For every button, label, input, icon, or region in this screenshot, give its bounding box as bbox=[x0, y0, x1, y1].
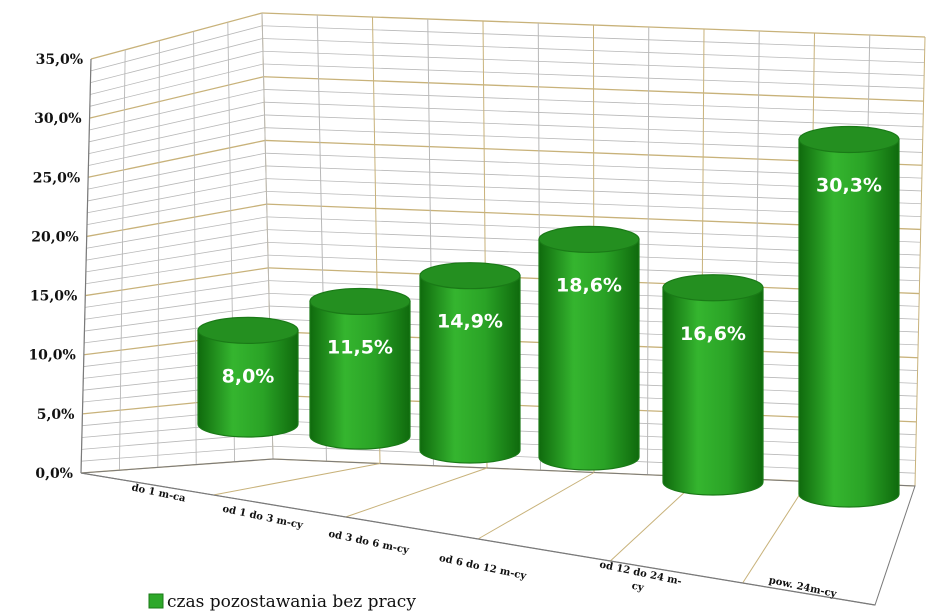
floor-gridline bbox=[477, 472, 595, 540]
side-wall-gridline bbox=[87, 152, 266, 190]
side-wall-gridline bbox=[88, 114, 265, 155]
side-wall-gridline bbox=[88, 127, 265, 166]
legend: czas pozostawania bez pracy bbox=[148, 592, 416, 612]
side-wall-gridline bbox=[89, 89, 264, 131]
bar-value-label: 18,6% bbox=[556, 274, 622, 296]
side-wall-vertical-gridline bbox=[118, 49, 126, 471]
side-wall-gridline bbox=[87, 178, 267, 214]
bar-value-label: 8,0% bbox=[222, 365, 275, 387]
bars: 8,0% 11,5% 14,9% 18,6% 16,6% 30,3% bbox=[197, 125, 900, 508]
side-wall-gridline bbox=[90, 12, 263, 60]
bar: 16,6% bbox=[662, 274, 764, 496]
floor-gridline bbox=[742, 481, 809, 584]
back-wall-vertical-gridline bbox=[914, 36, 926, 487]
side-wall-gridline bbox=[81, 445, 273, 462]
bar: 11,5% bbox=[309, 287, 411, 450]
bar-value-label: 14,9% bbox=[437, 311, 503, 333]
bar-value-label: 16,6% bbox=[680, 323, 746, 345]
bar: 30,3% bbox=[798, 125, 900, 508]
y-tick-label: 5,0% bbox=[37, 407, 75, 423]
side-wall-gridline bbox=[90, 38, 263, 84]
y-tick-label: 0,0% bbox=[35, 466, 73, 482]
y-tick-label: 35,0% bbox=[36, 52, 83, 68]
bar-top bbox=[798, 125, 900, 154]
bar-top bbox=[197, 316, 299, 344]
bar-value-label: 30,3% bbox=[816, 174, 882, 196]
floor-gridline bbox=[213, 463, 381, 496]
side-wall-gridline bbox=[89, 63, 264, 107]
side-wall-gridline bbox=[88, 139, 266, 178]
bar-top bbox=[538, 225, 640, 253]
bar-top bbox=[309, 287, 411, 316]
bar-body bbox=[309, 300, 411, 450]
x-axis-line bbox=[80, 472, 876, 606]
bar-body bbox=[538, 238, 640, 471]
side-wall-gridline bbox=[84, 305, 270, 332]
bar: 8,0% bbox=[197, 316, 299, 438]
back-wall-vertical-gridline bbox=[647, 26, 650, 475]
side-wall-gridline bbox=[90, 25, 263, 72]
bar-body bbox=[419, 275, 521, 464]
side-wall-gridline bbox=[84, 292, 269, 320]
side-wall-vertical-gridline bbox=[193, 31, 197, 465]
bar-body bbox=[798, 138, 900, 508]
side-wall-gridline bbox=[90, 50, 264, 95]
side-wall-gridline bbox=[85, 267, 269, 297]
side-wall-gridline bbox=[86, 216, 268, 249]
bar-body bbox=[662, 287, 764, 496]
side-wall-gridline bbox=[84, 280, 269, 308]
bar-top bbox=[419, 262, 521, 290]
y-tick-label: 10,0% bbox=[28, 348, 75, 364]
floor-gridline bbox=[345, 467, 488, 518]
y-tick-label: 20,0% bbox=[31, 229, 78, 245]
legend-swatch bbox=[148, 593, 164, 609]
y-axis-ticks: 0,0% 5,0% 10,0% 15,0% 20,0% 25,0% 30,0% 35,0% bbox=[28, 52, 83, 482]
bar-value-label: 11,5% bbox=[327, 336, 393, 358]
x-category-label: pow. 24m-cy bbox=[768, 575, 839, 600]
y-tick-label: 15,0% bbox=[30, 289, 77, 305]
bar-top bbox=[662, 274, 764, 302]
side-wall-gridline bbox=[85, 254, 269, 285]
x-category-label: od 6 do 12 m-cy bbox=[438, 553, 528, 582]
y-tick-label: 30,0% bbox=[34, 111, 81, 127]
side-wall-gridline bbox=[88, 101, 265, 143]
side-wall-gridline bbox=[87, 165, 266, 202]
side-wall-gridline bbox=[86, 191, 267, 225]
side-wall-gridline bbox=[89, 76, 264, 119]
y-tick-label: 25,0% bbox=[33, 170, 80, 186]
side-wall-gridline bbox=[86, 203, 267, 238]
bar-body bbox=[197, 329, 299, 438]
side-wall-gridline bbox=[85, 241, 268, 273]
y-axis-line bbox=[80, 58, 92, 474]
legend-label: czas pozostawania bez pracy bbox=[167, 592, 416, 612]
side-wall-vertical-gridline bbox=[157, 40, 160, 468]
x-category-label: od 3 do 6 m-cy bbox=[327, 529, 410, 557]
side-wall-gridline bbox=[86, 229, 268, 261]
bar: 14,9% bbox=[419, 262, 521, 464]
bar: 18,6% bbox=[538, 225, 640, 471]
